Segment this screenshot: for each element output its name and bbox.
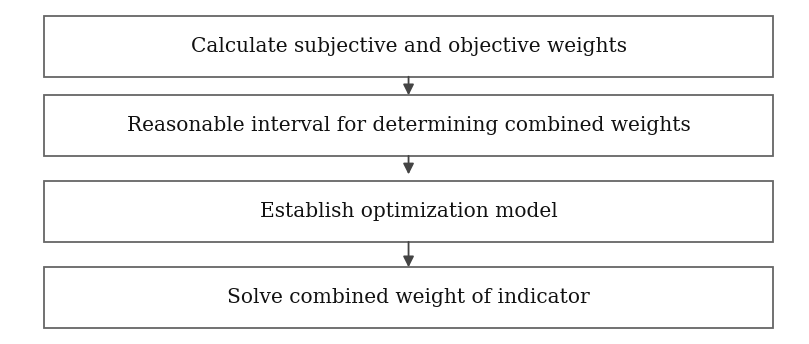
Text: Calculate subjective and objective weights: Calculate subjective and objective weigh… bbox=[191, 37, 626, 56]
Bar bbox=[44, 181, 773, 242]
Text: Establish optimization model: Establish optimization model bbox=[260, 202, 557, 221]
Bar bbox=[44, 95, 773, 156]
Bar bbox=[44, 267, 773, 328]
Text: Reasonable interval for determining combined weights: Reasonable interval for determining comb… bbox=[127, 116, 690, 135]
Bar bbox=[44, 16, 773, 77]
Text: Solve combined weight of indicator: Solve combined weight of indicator bbox=[227, 288, 590, 307]
